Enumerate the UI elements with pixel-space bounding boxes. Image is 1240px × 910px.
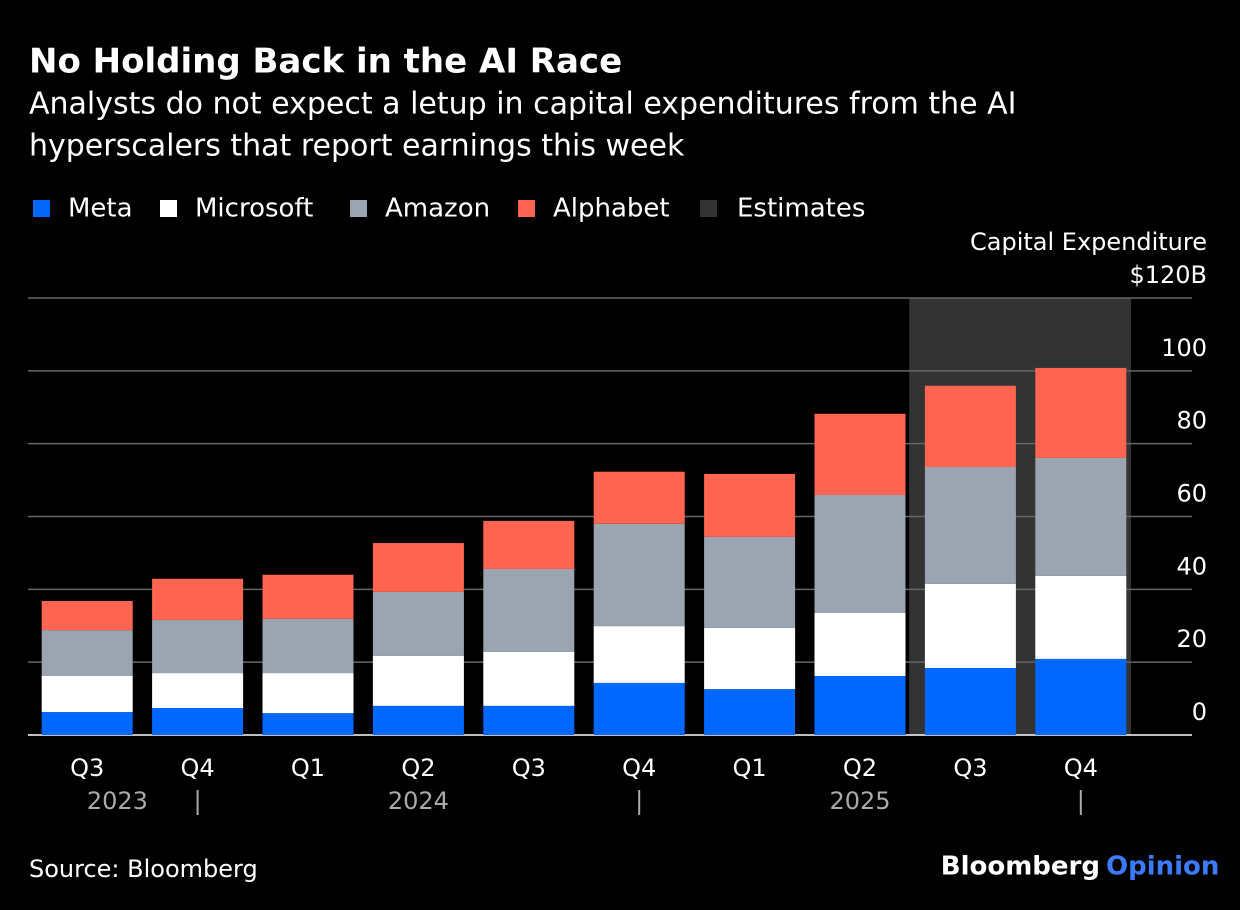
- subtitle: hyperscalers that report earnings this w…: [29, 129, 685, 164]
- bar-segment: [814, 613, 906, 677]
- bar-segment: [924, 667, 1016, 735]
- bar-segment: [262, 673, 354, 714]
- bar-segment: [1035, 658, 1127, 735]
- x-tick-label: Q4: [622, 754, 656, 782]
- x-tick-label: Q3: [953, 754, 987, 782]
- bar-segment: [483, 705, 575, 735]
- bar-segment: [262, 618, 354, 674]
- legend-label: Meta: [68, 194, 133, 224]
- bar-segment: [704, 473, 796, 537]
- legend-label: Alphabet: [553, 194, 670, 224]
- bar-segment: [483, 568, 575, 652]
- x-tick-label: Q3: [512, 754, 546, 782]
- bar-segment: [41, 676, 133, 713]
- legend-label: Estimates: [737, 194, 865, 224]
- x-tick-label: Q4: [181, 754, 215, 782]
- bar-segment: [924, 385, 1016, 467]
- bar-segment: [814, 495, 906, 614]
- source: Source: Bloomberg: [29, 855, 258, 883]
- legend-swatch: [160, 200, 177, 217]
- y-tick-label: 40: [1176, 552, 1207, 580]
- bar-segment: [41, 712, 133, 735]
- bar-segment: [262, 574, 354, 619]
- x-tick-label: Q2: [401, 754, 435, 782]
- legend-label: Microsoft: [195, 194, 313, 224]
- bar-segment: [483, 520, 575, 569]
- y-axis-label: Capital Expenditure: [970, 228, 1207, 256]
- year-label: 2023: [87, 787, 148, 815]
- y-tick-label: $120B: [1129, 261, 1207, 289]
- brand: Bloomberg: [941, 852, 1100, 882]
- bar-segment: [152, 708, 244, 735]
- bar-segment: [593, 523, 685, 627]
- legend-swatch: [350, 200, 367, 217]
- x-tick-label: Q1: [291, 754, 325, 782]
- legend-label: Amazon: [385, 194, 490, 224]
- bar-segment: [1035, 457, 1127, 576]
- chart-title: No Holding Back in the AI Race: [29, 42, 622, 82]
- x-tick-label: Q4: [1064, 754, 1098, 782]
- bar-segment: [704, 689, 796, 735]
- legend-swatch: [33, 200, 50, 217]
- bar-segment: [372, 705, 464, 735]
- year-label: 2024: [388, 787, 449, 815]
- bar-segment: [593, 626, 685, 683]
- bar-segment: [41, 630, 133, 677]
- bar-segment: [262, 713, 354, 735]
- y-tick-label: 20: [1176, 625, 1207, 653]
- bar-segment: [372, 591, 464, 656]
- legend-swatch: [700, 200, 717, 217]
- bar-segment: [924, 466, 1016, 584]
- bar-segment: [704, 627, 796, 690]
- bar-segment: [924, 583, 1016, 668]
- bar-segment: [1035, 575, 1127, 659]
- bar-segment: [704, 536, 796, 628]
- legend-swatch: [518, 200, 535, 217]
- bar-segment: [814, 676, 906, 735]
- x-tick-label: Q2: [843, 754, 877, 782]
- x-tick-label: Q3: [70, 754, 104, 782]
- year-label: 2025: [829, 787, 890, 815]
- bar-segment: [152, 673, 244, 709]
- bar-segment: [1035, 367, 1127, 458]
- bar-segment: [483, 651, 575, 706]
- brand: Opinion: [1106, 852, 1219, 882]
- bar-segment: [593, 471, 685, 524]
- bar-segment: [152, 578, 244, 620]
- y-tick-label: 60: [1176, 480, 1207, 508]
- bar-segment: [372, 655, 464, 706]
- bar-segment: [593, 682, 685, 735]
- x-tick-label: Q1: [733, 754, 767, 782]
- y-tick-label: 80: [1176, 407, 1207, 435]
- bar-segment: [372, 543, 464, 592]
- bar-segment: [152, 619, 244, 674]
- subtitle: Analysts do not expect a letup in capita…: [29, 87, 1017, 122]
- bar-segment: [814, 413, 906, 496]
- y-tick-label: 100: [1161, 334, 1207, 362]
- bar-segment: [41, 600, 133, 631]
- y-tick-label: 0: [1192, 698, 1207, 726]
